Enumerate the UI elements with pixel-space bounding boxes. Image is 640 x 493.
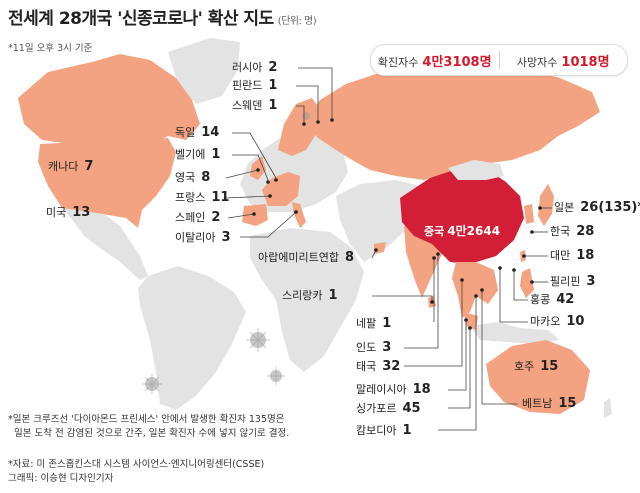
usa-shape <box>38 138 176 228</box>
label-cambodia: 캄보디아 1 <box>356 423 412 438</box>
label-malaysia: 말레이시아 18 <box>356 382 431 397</box>
label-thailand: 태국 32 <box>356 359 401 374</box>
label-uk: 영국 8 <box>175 170 211 185</box>
indonesia-shape <box>470 322 560 344</box>
virus-spikes-icon <box>142 328 285 394</box>
label-france: 프랑스 11 <box>175 190 230 205</box>
source-credit: *자료: 미 존스홉킨스대 시스템 사이언스·엔지니어링센터(CSSE) 그래픽… <box>8 458 264 486</box>
uae-shape <box>374 242 386 254</box>
label-australia: 호주 15 <box>514 359 559 374</box>
footnote-line-2: 일본 도착 전 감염된 것으로 간주, 일본 확진자 수에 넣지 않기로 결정. <box>8 428 290 439</box>
confirmed-value: 4만3108명 <box>422 54 492 70</box>
malaysia-shape <box>464 312 478 330</box>
footnote: *일본 크루즈선 '다이아몬드 프린세스' 안에서 발생한 확진자 135명은 … <box>8 413 289 441</box>
mongolia-shape <box>448 160 504 180</box>
label-philippines: 필리핀 3 <box>550 274 596 289</box>
deaths-summary: 사망자수 1018명 <box>500 51 628 70</box>
label-usa: 미국 13 <box>46 205 91 220</box>
australia-shape <box>486 340 590 414</box>
nz-shape <box>604 398 612 418</box>
label-india: 인도 3 <box>356 340 392 355</box>
canada-shape <box>18 54 200 146</box>
label-italy: 이탈리아 3 <box>175 230 231 245</box>
label-japan: 일본 26(135)* <box>554 200 640 215</box>
label-spain: 스페인 2 <box>175 210 221 225</box>
italy-shape <box>292 202 306 228</box>
source-text: *자료: 미 존스홉킨스대 시스템 사이언스·엔지니어링센터(CSSE) <box>8 459 265 470</box>
summary-box: 확진자수 4만3108명 사망자수 1018명 <box>370 44 628 76</box>
japan-shape <box>538 184 554 226</box>
label-canada: 캐나다 7 <box>48 159 94 174</box>
confirmed-label: 확진자수 <box>377 55 419 69</box>
philippines-shape <box>520 268 534 298</box>
deaths-label: 사망자수 <box>516 55 558 69</box>
label-korea: 한국 28 <box>550 224 595 239</box>
footnote-line-1: *일본 크루즈선 '다이아몬드 프린세스' 안에서 발생한 확진자 135명은 <box>8 414 285 425</box>
greenland-shape <box>168 38 240 104</box>
label-sweden: 스웨덴 1 <box>232 98 278 113</box>
label-macao: 마카오 10 <box>530 314 585 329</box>
russia-shape <box>304 64 600 180</box>
location-dots <box>252 118 542 330</box>
title-text: 전세계 28개국 '신종코로나' 확산 지도 <box>8 9 274 29</box>
west-europe-shape <box>262 172 300 206</box>
label-russia: 러시아 2 <box>232 60 278 75</box>
label-uae: 아랍에미리트연합 8 <box>258 250 355 265</box>
label-germany: 독일 14 <box>175 125 220 140</box>
central-america-shape <box>62 208 148 280</box>
korea-shape <box>524 204 534 224</box>
label-finland: 핀란드 1 <box>232 78 278 93</box>
deaths-value: 1018명 <box>561 54 610 70</box>
label-china: 중국 4만2644 <box>424 224 501 238</box>
leader-lines <box>225 67 552 431</box>
label-singapore: 싱가포르 45 <box>356 401 421 416</box>
southeast-asia-shape <box>452 262 498 318</box>
confirmed-summary: 확진자수 4만3108명 <box>371 51 499 70</box>
label-taiwan: 대만 18 <box>550 248 595 263</box>
middle-east-shape <box>336 180 420 262</box>
time-note: *11일 오후 3시 기준 <box>8 43 93 54</box>
unit-note: (단위: 명) <box>277 16 317 27</box>
credit-text: 그래픽: 이승현 디자인기자 <box>8 473 114 484</box>
label-srilanka: 스리랑카 1 <box>282 288 338 303</box>
summary-divider <box>498 51 500 69</box>
scandinavia-shape <box>278 98 322 156</box>
uk-shape <box>250 156 266 180</box>
label-hongkong: 홍콩 42 <box>530 292 575 307</box>
label-vietnam: 베트남 15 <box>522 396 577 411</box>
label-belgium: 벨기에 1 <box>175 147 221 162</box>
page-title: 전세계 28개국 '신종코로나' 확산 지도 (단위: 명) <box>8 4 317 29</box>
label-nepal: 네팔 1 <box>356 316 392 331</box>
africa-shape <box>250 228 364 372</box>
china-shape <box>400 168 524 264</box>
south-america-shape <box>138 266 246 410</box>
